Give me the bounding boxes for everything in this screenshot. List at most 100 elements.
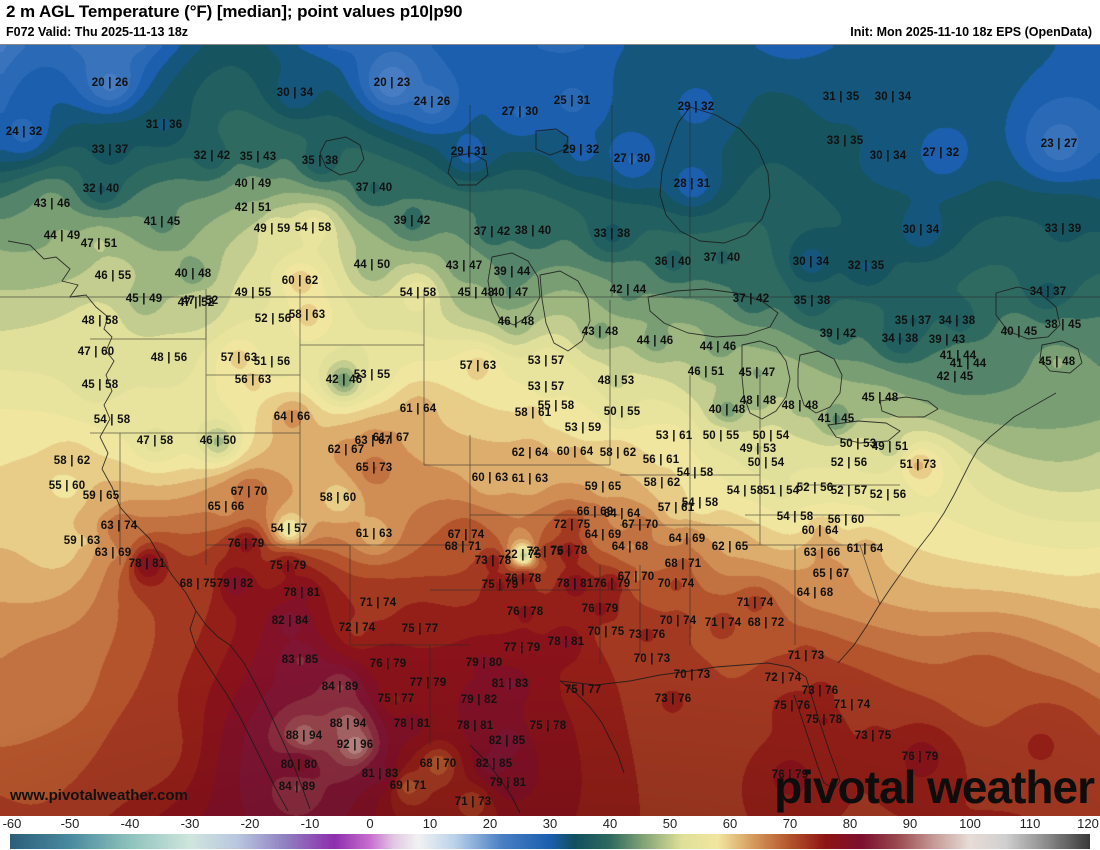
point-value-label: 62 | 64 <box>511 447 549 459</box>
point-value-label: 65 | 67 <box>812 568 850 580</box>
point-value-label: 47 | 60 <box>77 346 115 358</box>
colorbar-tick: 90 <box>902 816 918 831</box>
point-value-label: 57 | 63 <box>220 352 258 364</box>
point-value-label: 61 | 64 <box>846 543 884 555</box>
point-value-label: 53 | 55 <box>353 369 391 381</box>
point-value-label: 52 | 56 <box>830 457 868 469</box>
point-value-label: 61 | 63 <box>355 528 393 540</box>
colorbar-tick: 10 <box>422 816 438 831</box>
point-value-label: 56 | 61 <box>642 454 680 466</box>
point-value-label: 57 | 63 <box>459 360 497 372</box>
point-value-label: 47 | 52 <box>181 295 219 307</box>
point-value-label: 42 | 46 <box>325 374 363 386</box>
point-value-label: 78 | 81 <box>393 718 431 730</box>
point-value-label: 56 | 60 <box>827 514 865 526</box>
point-value-label: 73 | 75 <box>854 730 892 742</box>
colorbar-tick: 0 <box>366 816 374 831</box>
point-value-label: 60 | 64 <box>801 525 839 537</box>
point-value-label: 48 | 48 <box>739 395 777 407</box>
colorbar-tick: -20 <box>240 816 260 831</box>
point-value-label: 33 | 39 <box>1044 223 1082 235</box>
point-value-label: 71 | 74 <box>736 597 774 609</box>
point-value-label: 58 | 61 <box>514 407 552 419</box>
point-value-label: 58 | 60 <box>319 492 357 504</box>
colorbar-tick: -50 <box>60 816 80 831</box>
point-value-label: 54 | 58 <box>294 222 332 234</box>
point-value-label: 42 | 45 <box>936 371 974 383</box>
point-value-label: 83 | 85 <box>281 654 319 666</box>
point-value-label: 73 | 78 <box>474 555 512 567</box>
point-value-label: 53 | 59 <box>564 422 602 434</box>
point-value-label: 54 | 58 <box>681 497 719 509</box>
point-value-label: 84 | 89 <box>278 781 316 793</box>
point-value-label: 45 | 48 <box>457 287 495 299</box>
point-value-label: 64 | 68 <box>796 587 834 599</box>
point-value-label: 44 | 46 <box>699 341 737 353</box>
brand-watermark: pivotal weather <box>774 761 1095 813</box>
point-value-label: 54 | 58 <box>726 485 764 497</box>
point-value-label: 70 | 75 <box>587 626 625 638</box>
point-value-label: 55 | 60 <box>48 480 86 492</box>
point-value-label: 38 | 40 <box>514 225 552 237</box>
point-value-label: 43 | 48 <box>581 326 619 338</box>
point-value-label: 31 | 36 <box>145 119 183 131</box>
point-value-label: 30 | 34 <box>869 150 907 162</box>
point-value-label: 45 | 58 <box>81 379 119 391</box>
point-value-label: 82 | 84 <box>271 615 309 627</box>
point-value-label: 77 | 79 <box>409 677 447 689</box>
valid-time-label: F072 Valid: Thu 2025-11-13 18z <box>6 25 189 39</box>
point-value-label: 70 | 73 <box>673 669 711 681</box>
point-value-label: 67 | 70 <box>617 571 655 583</box>
point-value-label: 49 | 51 <box>871 441 909 453</box>
point-value-label: 79 | 82 <box>216 578 254 590</box>
point-value-label: 70 | 74 <box>659 615 697 627</box>
point-value-label: 76 | 79 <box>593 578 631 590</box>
point-value-label: 62 | 67 <box>327 444 365 456</box>
point-value-label: 37 | 42 <box>473 226 511 238</box>
point-value-label: 81 | 83 <box>491 678 529 690</box>
point-value-label: 54 | 58 <box>676 467 714 479</box>
colorbar-tick: -40 <box>120 816 140 831</box>
point-value-label: 45 | 48 <box>1038 356 1076 368</box>
temperature-map[interactable]: 24 | 32 20 | 26 33 | 37 32 | 40 43 | 46 44 | … <box>0 44 1100 816</box>
point-value-label: 29 | 31 <box>450 146 488 158</box>
point-value-label: 76 | 79 <box>581 603 619 615</box>
point-value-label: 70 | 74 <box>657 578 695 590</box>
colorbar-tick: 20 <box>482 816 498 831</box>
point-value-label: 81 | 83 <box>361 768 399 780</box>
point-value-label: 75 | 79 <box>269 560 307 572</box>
point-value-label: 82 | 85 <box>475 758 513 770</box>
point-value-label: 52 | 56 <box>254 313 292 325</box>
point-value-label: 32 | 40 <box>82 183 120 195</box>
point-value-label: 65 | 73 <box>355 462 393 474</box>
colorbar-tick: 100 <box>959 816 981 831</box>
point-value-label: 33 | 38 <box>593 228 631 240</box>
point-value-label: 58 | 63 <box>288 309 326 321</box>
point-value-label: 76 | 78 <box>504 573 542 585</box>
point-value-label: 60 | 64 <box>556 446 594 458</box>
point-value-label: 52 | 56 <box>869 489 907 501</box>
point-value-label: 34 | 38 <box>938 315 976 327</box>
point-value-label: 78 | 81 <box>556 578 594 590</box>
point-value-label: 54 | 58 <box>93 414 131 426</box>
point-value-label: 71 | 74 <box>704 617 742 629</box>
point-value-label: 54 | 58 <box>399 287 437 299</box>
point-value-label: 69 | 71 <box>389 780 427 792</box>
point-value-label: 41 | 45 <box>817 413 855 425</box>
point-value-label: 64 | 64 <box>603 508 641 520</box>
point-value-label: 32 | 35 <box>847 260 885 272</box>
point-value-label: 72 | 74 <box>764 672 802 684</box>
point-value-label: 68 | 71 <box>444 541 482 553</box>
point-value-label: 41 | 44 <box>949 358 987 370</box>
point-value-label: 29 | 32 <box>562 144 600 156</box>
point-value-label: 82 | 85 <box>488 735 526 747</box>
colorbar-tick: -10 <box>300 816 320 831</box>
point-value-label: 38 | 45 <box>1044 319 1082 331</box>
point-value-label: 55 | 58 <box>537 400 575 412</box>
point-value-label: 30 | 34 <box>902 224 940 236</box>
point-value-label: 68 | 71 <box>664 558 702 570</box>
point-value-label: 51 | 73 <box>899 459 937 471</box>
point-value-label: 41 | 45 <box>143 216 181 228</box>
point-value-label: 67 | 70 <box>621 519 659 531</box>
point-value-label: 24 | 26 <box>413 96 451 108</box>
